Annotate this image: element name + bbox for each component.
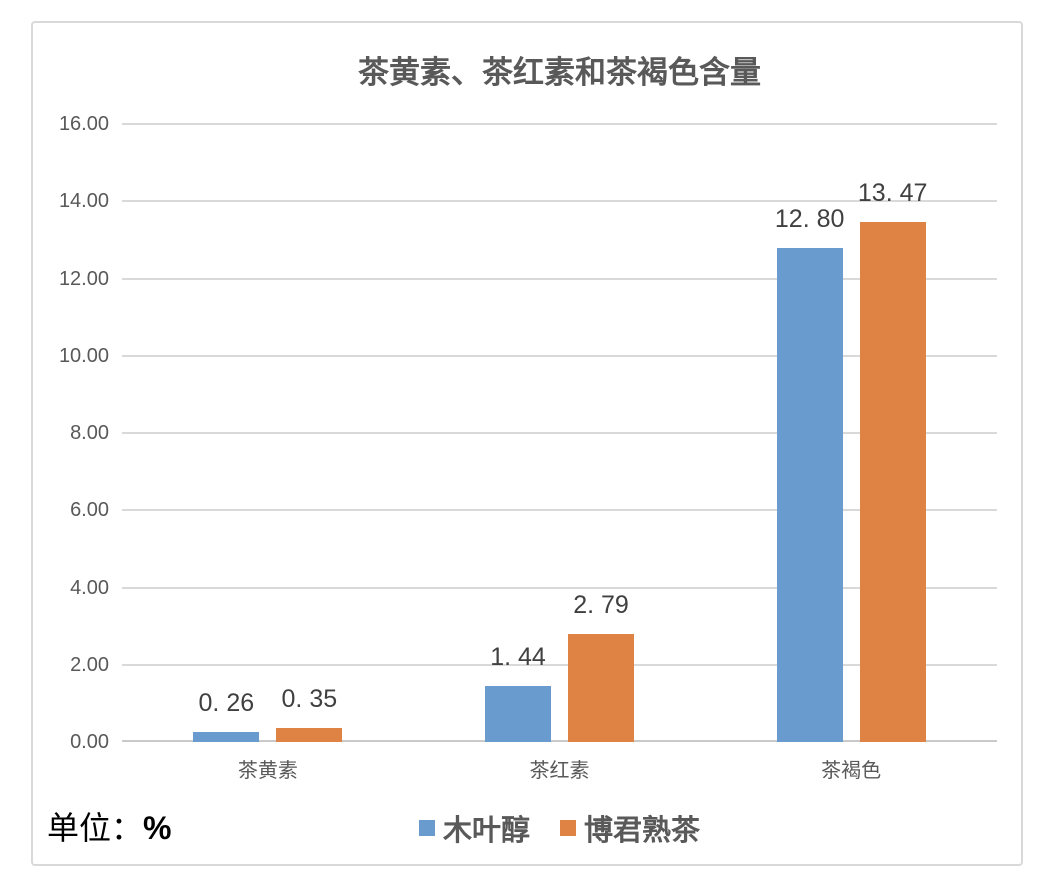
gridline	[122, 663, 997, 666]
data-label: 0. 35	[281, 685, 338, 714]
y-axis-tick-label: 0.00	[70, 731, 109, 753]
legend-item-series2: 博君熟茶	[560, 807, 700, 849]
chart-frame: 茶黄素、茶红素和茶褐色含量 0.00 2.00 4.00 6.00 8.00 10.00 1…	[31, 21, 1023, 866]
gridline	[122, 586, 997, 589]
gridline	[122, 123, 997, 125]
legend-swatch-series1	[418, 820, 435, 836]
y-axis-tick-label: 10.00	[58, 344, 109, 367]
legend: 木叶醇 博君熟茶	[122, 807, 997, 849]
x-axis-category-label: 茶褐色	[821, 760, 882, 782]
x-axis: 茶黄素 茶红素 茶褐色	[122, 754, 997, 782]
data-label: 1. 44	[490, 643, 546, 672]
y-axis-tick-label: 16.00	[58, 113, 109, 135]
y-axis-tick-label: 2.00	[70, 653, 109, 676]
y-axis-tick-label: 4.00	[70, 576, 109, 599]
y-axis-tick-label: 12.00	[58, 267, 109, 290]
unit-prefix: 单位：	[47, 810, 144, 846]
data-label: 13. 47	[857, 178, 928, 207]
bar-series2-茶黄素	[276, 728, 343, 742]
x-axis-category-label: 茶黄素	[237, 760, 298, 782]
bar-series2-茶红素	[568, 634, 634, 742]
legend-label-series2: 博君熟茶	[584, 815, 701, 847]
legend-item-series1: 木叶醇	[418, 807, 530, 849]
data-label: 12. 80	[774, 204, 845, 233]
y-axis: 0.00 2.00 4.00 6.00 8.00 10.00 12.00 14.00 16.00	[33, 113, 109, 753]
bar-series2-茶褐色	[859, 221, 926, 742]
x-axis-line	[122, 740, 997, 742]
bar-series1-茶黄素	[193, 731, 260, 742]
data-label: 2. 79	[573, 591, 629, 620]
gridline	[122, 354, 997, 357]
chart-title: 茶黄素、茶红素和茶褐色含量	[358, 55, 761, 90]
bar-series1-茶红素	[485, 686, 551, 742]
data-label: 0. 26	[198, 688, 255, 717]
gridline	[122, 277, 997, 280]
bar-series1-茶褐色	[776, 247, 843, 742]
y-axis-tick-label: 8.00	[70, 422, 109, 444]
unit-label: 单位：%	[47, 803, 171, 849]
y-axis-tick-label: 14.00	[58, 190, 109, 213]
gridline	[122, 432, 997, 434]
x-axis-category-label: 茶红素	[529, 760, 590, 782]
plot-area: 0. 26 0. 35 1. 44 2. 79 12. 80 13. 47	[122, 123, 997, 742]
gridline	[122, 200, 997, 203]
legend-label-series1: 木叶醇	[442, 815, 530, 847]
legend-swatch-series2	[560, 820, 576, 836]
unit-symbol: %	[143, 810, 172, 846]
y-axis-tick-label: 6.00	[70, 499, 109, 522]
gridline	[122, 509, 997, 512]
